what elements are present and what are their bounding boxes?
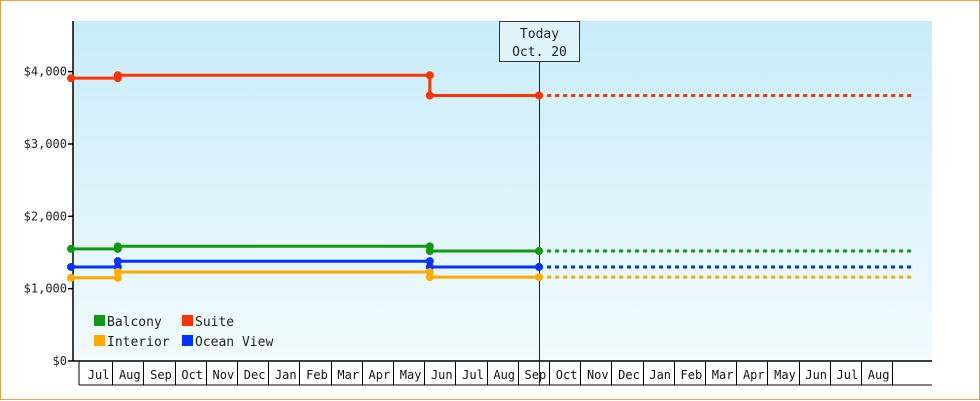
series-line-ocean-view: [71, 259, 539, 269]
month-label: Aug: [119, 368, 141, 382]
data-point-suite: [425, 91, 434, 100]
data-point-balcony: [425, 247, 434, 256]
legend-label-ocean-view: Ocean View: [195, 335, 273, 350]
month-label: Oct: [556, 368, 578, 382]
y-tick-label: $2,000: [24, 209, 67, 223]
y-tick-label: $0: [53, 354, 67, 368]
today-label-date: Oct. 20: [512, 45, 567, 60]
data-point-interior: [425, 273, 434, 282]
month-label: Nov: [587, 368, 609, 382]
x-axis: Jul Aug Sep Oct Nov Dec Jan Feb Mar Apr May Jun Jul A…: [73, 360, 932, 386]
data-point-ocean-view: [425, 257, 434, 266]
legend-swatch-balcony: [94, 315, 105, 326]
data-point-ocean-view: [67, 262, 75, 271]
legend-label-balcony: Balcony: [107, 315, 162, 330]
month-label: Jun: [431, 368, 453, 382]
series-line-balcony: [71, 244, 539, 253]
legend-swatch-ocean-view: [182, 335, 193, 346]
month-label: Jul: [88, 368, 110, 382]
month-label: Aug: [868, 368, 890, 382]
y-axis: $0 $1,000 $2,000 $3,000 $4,000: [24, 21, 74, 368]
month-label: Jul: [462, 368, 484, 382]
legend: Balcony Suite Interior Ocean View: [94, 315, 273, 350]
today-label-title: Today: [520, 27, 559, 42]
y-tick-label: $4,000: [24, 65, 67, 79]
month-label: Aug: [493, 368, 515, 382]
month-label: Nov: [213, 368, 235, 382]
data-point-balcony: [67, 244, 75, 253]
month-label: Feb: [681, 368, 703, 382]
month-label: Jun: [805, 368, 827, 382]
y-tick-label: $3,000: [24, 137, 67, 151]
month-label: Sep: [150, 368, 172, 382]
month-label: Apr: [743, 368, 765, 382]
month-label: Dec: [244, 368, 266, 382]
series-group: [67, 71, 914, 282]
series-line-suite: [71, 73, 539, 97]
legend-swatch-suite: [182, 315, 193, 326]
today-label-box: [499, 21, 580, 62]
month-label: Jan: [649, 368, 671, 382]
y-tick-label: $1,000: [24, 282, 67, 296]
data-point-suite: [535, 91, 543, 100]
month-label: Jan: [275, 368, 297, 382]
month-label: Jul: [837, 368, 859, 382]
plot-background: [73, 21, 932, 361]
month-label: Oct: [181, 368, 203, 382]
series-line-interior: [71, 270, 539, 280]
legend-label-suite: Suite: [195, 315, 234, 330]
legend-label-interior: Interior: [107, 335, 170, 350]
data-point-suite: [113, 71, 122, 80]
month-label: Apr: [369, 368, 391, 382]
month-label: Mar: [712, 368, 734, 382]
month-label: May: [774, 368, 796, 382]
data-point-balcony: [535, 247, 543, 256]
month-label: Dec: [618, 368, 640, 382]
data-point-balcony: [113, 242, 122, 251]
data-point-suite: [67, 74, 75, 83]
data-point-ocean-view: [113, 257, 122, 266]
month-label: Mar: [337, 368, 359, 382]
month-label: Sep: [525, 368, 547, 382]
data-point-interior: [113, 268, 122, 277]
month-label: Feb: [306, 368, 328, 382]
legend-swatch-interior: [94, 335, 105, 346]
data-point-interior: [113, 273, 122, 282]
month-label: May: [400, 368, 422, 382]
data-point-interior: [535, 273, 543, 282]
data-point-interior: [67, 273, 75, 282]
data-point-suite: [425, 71, 434, 80]
data-point-ocean-view: [535, 262, 543, 271]
today-marker: Today Oct. 20: [499, 21, 580, 385]
